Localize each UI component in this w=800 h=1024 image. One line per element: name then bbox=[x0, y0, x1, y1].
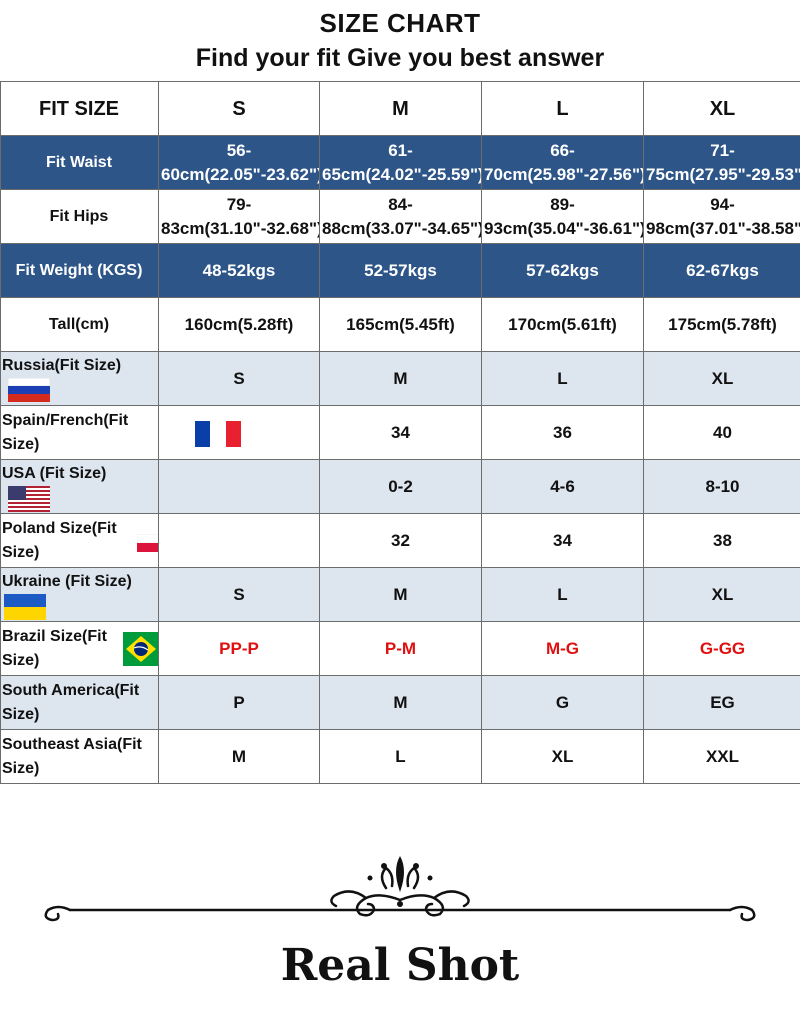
chart-subtitle: Find your fit Give you best answer bbox=[195, 44, 605, 72]
row-label-cell: Poland Size(Fit Size) bbox=[0, 513, 159, 568]
table-cell: 71-75cm(27.95"-29.53") bbox=[643, 135, 800, 190]
real-shot-heading: Real Shot bbox=[280, 940, 520, 991]
row-label: USA (Fit Size) bbox=[2, 464, 107, 482]
size-table: FIT SIZE S M L XL Fit Waist 56-60cm(22.0… bbox=[0, 81, 800, 784]
table-cell: P-M bbox=[319, 621, 482, 676]
column-header: L bbox=[481, 81, 644, 136]
scroll-ornament-icon bbox=[44, 856, 756, 922]
ukraine-flag-icon bbox=[4, 593, 46, 620]
table-cell: 4-6 bbox=[481, 459, 644, 514]
table-cell: 38 bbox=[643, 513, 800, 568]
table-cell: 66-70cm(25.98"-27.56") bbox=[481, 135, 644, 190]
table-cell: 57-62kgs bbox=[481, 243, 644, 298]
table-cell: 32 bbox=[319, 513, 482, 568]
table-cell: XL bbox=[643, 351, 800, 406]
table-cell: M-G bbox=[481, 621, 644, 676]
table-cell: 94-98cm(37.01"-38.58") bbox=[643, 189, 800, 244]
table-cell: XL bbox=[643, 567, 800, 622]
table-cell: M bbox=[319, 675, 482, 730]
russia-flag-icon bbox=[8, 378, 50, 403]
usa-flag-icon bbox=[8, 485, 50, 512]
table-cell: 0-2 bbox=[319, 459, 482, 514]
table-cell: G bbox=[481, 675, 644, 730]
table-cell: 34 bbox=[319, 405, 482, 460]
row-label-cell: Ukraine (Fit Size) bbox=[0, 567, 159, 622]
table-cell: 165cm(5.45ft) bbox=[319, 297, 482, 352]
table-cell: G-GG bbox=[643, 621, 800, 676]
table-cell: 160cm(5.28ft) bbox=[158, 297, 320, 352]
table-cell: 8-10 bbox=[643, 459, 800, 514]
table-row-tall: Tall(cm) 160cm(5.28ft) 165cm(5.45ft) 170… bbox=[0, 297, 800, 352]
table-cell: L bbox=[319, 729, 482, 784]
row-label: Fit Hips bbox=[0, 189, 159, 244]
brazil-flag-icon bbox=[123, 632, 158, 666]
table-row-russia: Russia(Fit Size) S M L XL bbox=[0, 351, 800, 406]
table-cell: 56-60cm(22.05"-23.62") bbox=[158, 135, 320, 190]
table-cell: S bbox=[158, 567, 320, 622]
france-flag-icon bbox=[195, 421, 241, 447]
row-label: Spain/French(Fit Size) bbox=[2, 411, 129, 453]
column-header: M bbox=[319, 81, 482, 136]
row-label: Russia(Fit Size) bbox=[2, 357, 122, 375]
table-cell: 89-93cm(35.04"-36.61") bbox=[481, 189, 644, 244]
table-row-ukraine: Ukraine (Fit Size) S M L XL bbox=[0, 567, 800, 622]
table-cell: 52-57kgs bbox=[319, 243, 482, 298]
table-cell: 61-65cm(24.02"-25.59") bbox=[319, 135, 482, 190]
poland-flag-icon bbox=[137, 534, 158, 552]
row-label: South America(Fit Size) bbox=[0, 675, 159, 730]
table-cell: XXL bbox=[643, 729, 800, 784]
table-cell: 40 bbox=[643, 405, 800, 460]
table-cell: PP-P bbox=[158, 621, 320, 676]
row-label: Fit Waist bbox=[0, 135, 159, 190]
table-cell bbox=[158, 513, 320, 568]
table-cell: M bbox=[319, 351, 482, 406]
table-row-usa: USA (Fit Size) 0-2 4-6 8-10 bbox=[0, 459, 800, 514]
table-cell: P bbox=[158, 675, 320, 730]
table-cell: L bbox=[481, 351, 644, 406]
table-row-brazil: Brazil Size(Fit Size) PP-P P-M M-G G-GG bbox=[0, 621, 800, 676]
column-header: S bbox=[158, 81, 320, 136]
chart-title: SIZE CHART bbox=[319, 8, 481, 38]
header-row: FIT SIZE S M L XL bbox=[0, 81, 800, 136]
table-row-southeast-asia: Southeast Asia(Fit Size) M L XL XXL bbox=[0, 729, 800, 784]
table-row-south-america: South America(Fit Size) P M G EG bbox=[0, 675, 800, 730]
table-cell: M bbox=[319, 567, 482, 622]
table-cell: 62-67kgs bbox=[643, 243, 800, 298]
table-cell: 48-52kgs bbox=[158, 243, 320, 298]
table-cell bbox=[158, 405, 320, 460]
table-cell: EG bbox=[643, 675, 800, 730]
table-cell: 170cm(5.61ft) bbox=[481, 297, 644, 352]
table-cell: 34 bbox=[481, 513, 644, 568]
table-row-fit-waist: Fit Waist 56-60cm(22.05"-23.62") 61-65cm… bbox=[0, 135, 800, 190]
table-cell: XL bbox=[481, 729, 644, 784]
row-label-cell: Brazil Size(Fit Size) bbox=[0, 621, 159, 676]
row-label-cell: USA (Fit Size) bbox=[0, 459, 159, 514]
table-row-spain-french: Spain/French(Fit Size) 34 36 40 bbox=[0, 405, 800, 460]
table-cell: M bbox=[158, 729, 320, 784]
row-label: Fit Weight (KGS) bbox=[0, 243, 159, 298]
column-header: FIT SIZE bbox=[0, 81, 159, 136]
table-cell: 36 bbox=[481, 405, 644, 460]
row-label: Ukraine (Fit Size) bbox=[2, 572, 132, 590]
table-cell: 79-83cm(31.10"-32.68") bbox=[158, 189, 320, 244]
table-row-fit-hips: Fit Hips 79-83cm(31.10"-32.68") 84-88cm(… bbox=[0, 189, 800, 244]
table-row-fit-weight: Fit Weight (KGS) 48-52kgs 52-57kgs 57-62… bbox=[0, 243, 800, 298]
column-header: XL bbox=[643, 81, 800, 136]
row-label-cell: Spain/French(Fit Size) bbox=[0, 405, 159, 460]
table-cell: L bbox=[481, 567, 644, 622]
row-label: Southeast Asia(Fit Size) bbox=[0, 729, 159, 784]
row-label: Tall(cm) bbox=[0, 297, 159, 352]
row-label: Poland Size(Fit Size) bbox=[2, 519, 117, 561]
row-label-cell: Russia(Fit Size) bbox=[0, 351, 159, 406]
table-cell: S bbox=[158, 351, 320, 406]
table-cell bbox=[158, 459, 320, 514]
table-cell: 84-88cm(33.07"-34.65") bbox=[319, 189, 482, 244]
table-cell: 175cm(5.78ft) bbox=[643, 297, 800, 352]
table-row-poland: Poland Size(Fit Size) 32 34 38 bbox=[0, 513, 800, 568]
row-label: Brazil Size(Fit Size) bbox=[2, 627, 107, 669]
